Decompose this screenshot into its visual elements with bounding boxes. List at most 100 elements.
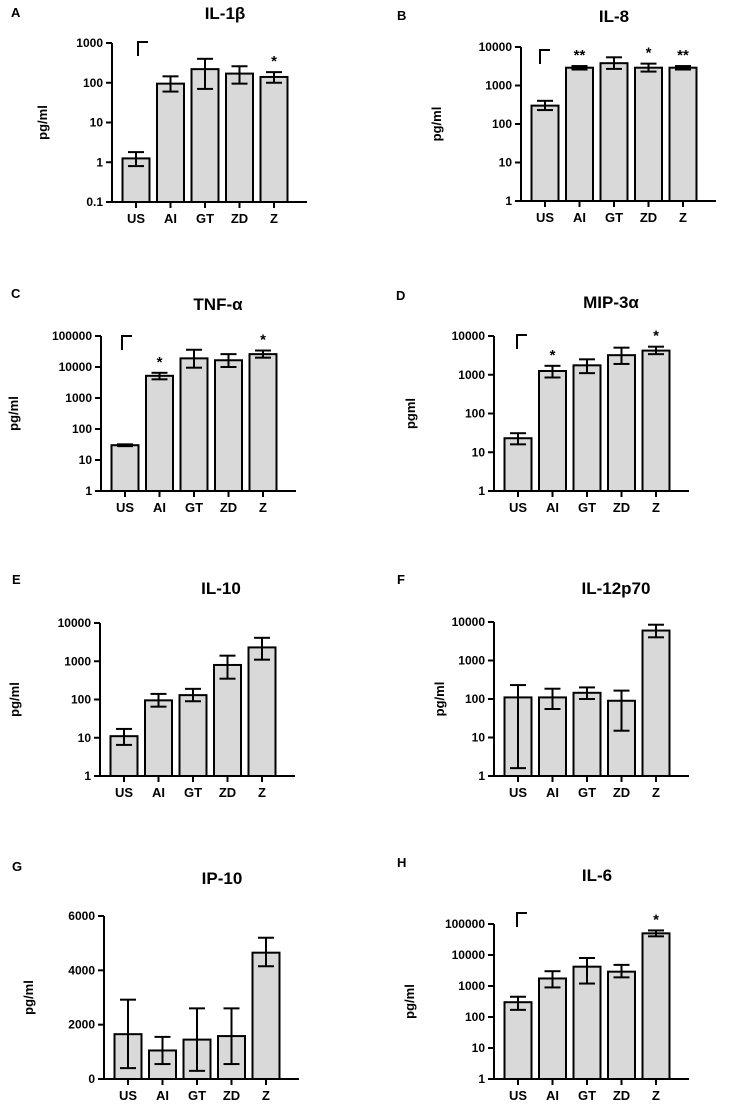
bar	[145, 374, 174, 492]
y-tick-label: 1000	[458, 368, 485, 382]
y-tick-label: 10	[90, 116, 104, 130]
chart-title: MIP-3α	[583, 293, 639, 312]
comparison-bracket	[539, 49, 550, 64]
significance-marker: *	[653, 911, 659, 928]
panel-c: C TNF-α pg/ml 1 10 100 1000 10000 100000 US AI * GT Z…	[6, 286, 296, 515]
category-label: AI	[546, 785, 559, 800]
category-label: ZD	[231, 211, 248, 226]
y-tick-label: 100	[465, 407, 485, 421]
significance-marker: **	[574, 47, 586, 64]
y-tick-label: 0	[88, 1072, 95, 1086]
comparison-bracket	[516, 334, 527, 349]
y-tick-label: 100000	[445, 917, 485, 931]
y-tick-label: 100	[72, 422, 92, 436]
bar	[641, 349, 671, 492]
comparison-bracket	[137, 41, 148, 56]
panel-a: A IL-1β pg/ml 0.1 1 10 100 1000 US AI GT ZD Z *	[11, 4, 307, 226]
bar	[178, 694, 208, 777]
category-label: Z	[262, 1088, 270, 1103]
y-tick-label: 1000	[65, 391, 92, 405]
category-label: GT	[185, 500, 203, 515]
category-label: US	[536, 210, 554, 225]
bar	[503, 437, 533, 492]
bar	[634, 66, 663, 202]
y-tick-label: 1	[85, 484, 92, 498]
bar	[565, 66, 594, 202]
bar	[607, 970, 636, 1080]
category-label: Z	[679, 210, 687, 225]
panel-h: H IL-6 pg/ml 1 10 100 1000 10000 100000 US AI GT ZD Z…	[397, 855, 689, 1103]
chart-title: TNF-α	[193, 295, 243, 314]
y-tick-label: 10000	[58, 616, 92, 630]
panel-d: D MIP-3α pgml 1 10 100 1000 10000 US AI * GT ZD Z *	[396, 288, 689, 515]
chart-title: IL-10	[201, 579, 241, 598]
y-axis-label: pg/ml	[21, 980, 36, 1015]
y-tick-label: 10	[79, 453, 93, 467]
y-tick-label: 100	[465, 1010, 485, 1024]
y-tick-label: 10	[472, 1041, 486, 1055]
y-tick-label: 1	[96, 155, 103, 169]
comparison-bracket	[516, 912, 527, 927]
bar	[538, 977, 567, 1080]
y-tick-label: 0.1	[86, 195, 103, 209]
category-label: Z	[652, 785, 660, 800]
category-label: GT	[196, 211, 214, 226]
comparison-bracket	[121, 335, 132, 350]
y-axis-label: pg/ml	[6, 396, 21, 431]
y-tick-label: 1000	[458, 979, 485, 993]
panel-letter: D	[396, 288, 405, 303]
category-label: Z	[258, 785, 266, 800]
bar	[214, 359, 243, 492]
y-tick-label: 10	[472, 731, 486, 745]
bar	[641, 629, 671, 778]
category-label: ZD	[640, 210, 657, 225]
y-tick-label: 10	[78, 731, 92, 745]
bar	[607, 354, 636, 492]
y-tick-label: 10000	[479, 40, 513, 54]
bar	[110, 444, 140, 492]
category-label: US	[119, 1088, 137, 1103]
category-label: AI	[156, 1088, 169, 1103]
significance-marker: *	[260, 332, 266, 349]
y-tick-label: 10000	[59, 360, 93, 374]
bar	[599, 62, 629, 203]
category-label: AI	[153, 500, 166, 515]
bar	[530, 104, 560, 202]
category-label: GT	[605, 210, 623, 225]
panel-letter: C	[11, 286, 21, 301]
chart-title: IP-10	[202, 869, 243, 888]
bar	[251, 951, 281, 1080]
y-tick-label: 1000	[458, 654, 485, 668]
y-tick-label: 4000	[68, 963, 95, 977]
y-tick-label: 10	[472, 445, 486, 459]
category-label: Z	[652, 1088, 660, 1103]
category-label: AI	[546, 500, 559, 515]
y-tick-label: 1000	[485, 79, 512, 93]
category-label: AI	[573, 210, 586, 225]
category-label: Z	[259, 500, 267, 515]
panel-b: B IL-8 pg/ml 1 10 100 1000 10000 US AI ** GT ZD * Z **	[397, 7, 716, 225]
significance-marker: **	[677, 47, 689, 64]
y-tick-label: 1	[84, 769, 91, 783]
y-axis-label: pg/ml	[432, 682, 447, 717]
significance-marker: *	[653, 328, 659, 345]
bar	[641, 932, 671, 1080]
bar	[225, 72, 254, 203]
y-axis-label: pg/ml	[7, 682, 22, 717]
bar	[144, 699, 173, 777]
y-tick-label: 1000	[76, 36, 103, 50]
category-label: Z	[270, 211, 278, 226]
panel-e: E IL-10 pg/ml 1 10 100 1000 10000 US AI GT ZD Z	[7, 572, 295, 800]
bar	[248, 353, 278, 492]
y-axis-label: pgml	[403, 398, 418, 429]
y-tick-label: 10000	[452, 329, 486, 343]
y-tick-label: 10000	[452, 948, 486, 962]
y-tick-label: 1	[505, 194, 512, 208]
significance-marker: *	[550, 347, 556, 364]
bar	[572, 691, 602, 778]
category-label: AI	[152, 785, 165, 800]
category-label: ZD	[223, 1088, 240, 1103]
category-label: US	[509, 785, 527, 800]
y-axis-label: pg/ml	[35, 105, 50, 140]
chart-title: IL-6	[582, 866, 612, 885]
